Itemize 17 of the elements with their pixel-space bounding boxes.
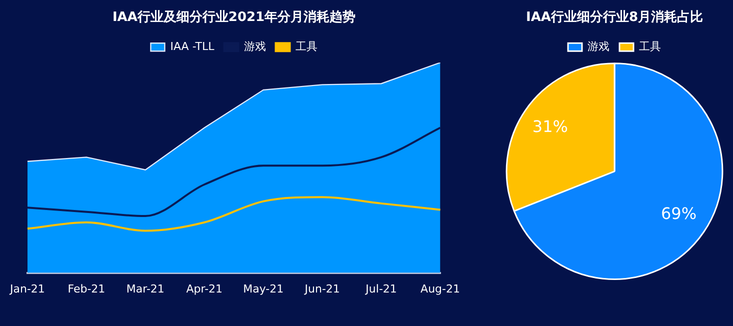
x-tick-label: Mar-21: [126, 282, 164, 296]
legend-label: IAA -TLL: [170, 40, 216, 53]
x-tick-label: Jul-21: [364, 282, 397, 296]
x-tick-label: Apr-21: [186, 282, 223, 296]
chart-title: IAA行业及细分行业2021年分月消耗趋势: [112, 9, 356, 26]
x-tick-label: Jun-21: [304, 282, 340, 296]
x-tick-label: Jan-21: [8, 282, 45, 296]
chart-title: IAA行业细分行业8月消耗占比: [526, 9, 704, 26]
legend-label: 工具: [295, 40, 318, 53]
legend-label: 工具: [639, 40, 661, 53]
legend-label: 游戏: [588, 40, 610, 53]
data-label: 31%: [532, 116, 568, 136]
x-tick-label: May-21: [243, 282, 284, 296]
legend-label: 游戏: [244, 40, 266, 53]
x-tick-label: Feb-21: [68, 282, 106, 296]
data-label: 69%: [661, 204, 697, 224]
x-tick-label: Aug-21: [420, 282, 460, 296]
